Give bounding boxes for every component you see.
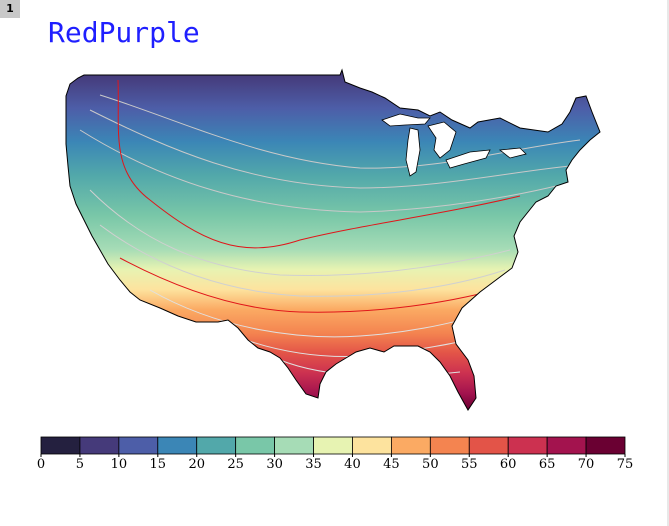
lake-shape [381,113,431,127]
contour-line [89,189,511,277]
colorbar-segment [429,436,470,455]
colorbar-segment [585,436,626,455]
map-title: RedPurple [48,16,200,49]
us-filled-contours [66,70,600,410]
temperature-field [66,70,600,410]
colorbar-segment [274,436,314,455]
colorbar-tick-label: 45 [383,457,400,472]
colorbar [40,436,626,457]
colorbar-segment [196,436,237,455]
colorbar-segment [468,436,509,455]
colorbar-tick-label: 35 [305,457,322,472]
colorbar-tick-label: 20 [188,457,205,472]
colorbar-tick-label: 55 [460,457,478,472]
colorbar-tick-label: 60 [499,457,517,472]
colorbar-tick-label: 15 [149,457,167,472]
lake-shape [445,149,491,169]
colorbar-tick-label: 75 [616,457,634,472]
lake-shape [405,127,421,177]
contour-line [149,289,471,338]
colorbar-segment [390,436,431,455]
contour-line [79,129,561,213]
colorbar-segment [79,436,120,455]
colorbar-tick-label: 25 [227,457,244,472]
colorbar-segment [546,436,587,455]
contour-line [119,257,496,313]
colorbar-segment [157,436,198,455]
colorbar-segment [118,436,159,455]
contour-line [89,109,581,189]
colorbar-tick-label: 10 [110,457,128,472]
colorbar-segment [235,436,276,455]
right-border [667,0,669,526]
colorbar-tick-label: 30 [266,457,283,472]
colorbar-segment [352,436,392,455]
us-boundary [65,68,601,411]
page-number-badge: 1 [0,0,20,18]
colorbar-tick-label: 50 [422,457,439,472]
contour-line [99,224,506,297]
great-lakes [381,113,527,177]
colorbar-segment [313,436,353,455]
colorbar-segment [507,436,548,455]
colorbar-tick-label: 40 [344,457,361,472]
lake-shape [498,147,527,159]
colorbar-segment [40,436,81,455]
colorbar-tick-label: 5 [75,457,85,472]
colorbar-tick-label: 65 [538,457,556,472]
lake-shape [427,121,457,159]
colorbar-tick-label: 0 [36,457,46,472]
contour-line [117,79,521,249]
colorbar-tick-label: 70 [577,457,595,472]
